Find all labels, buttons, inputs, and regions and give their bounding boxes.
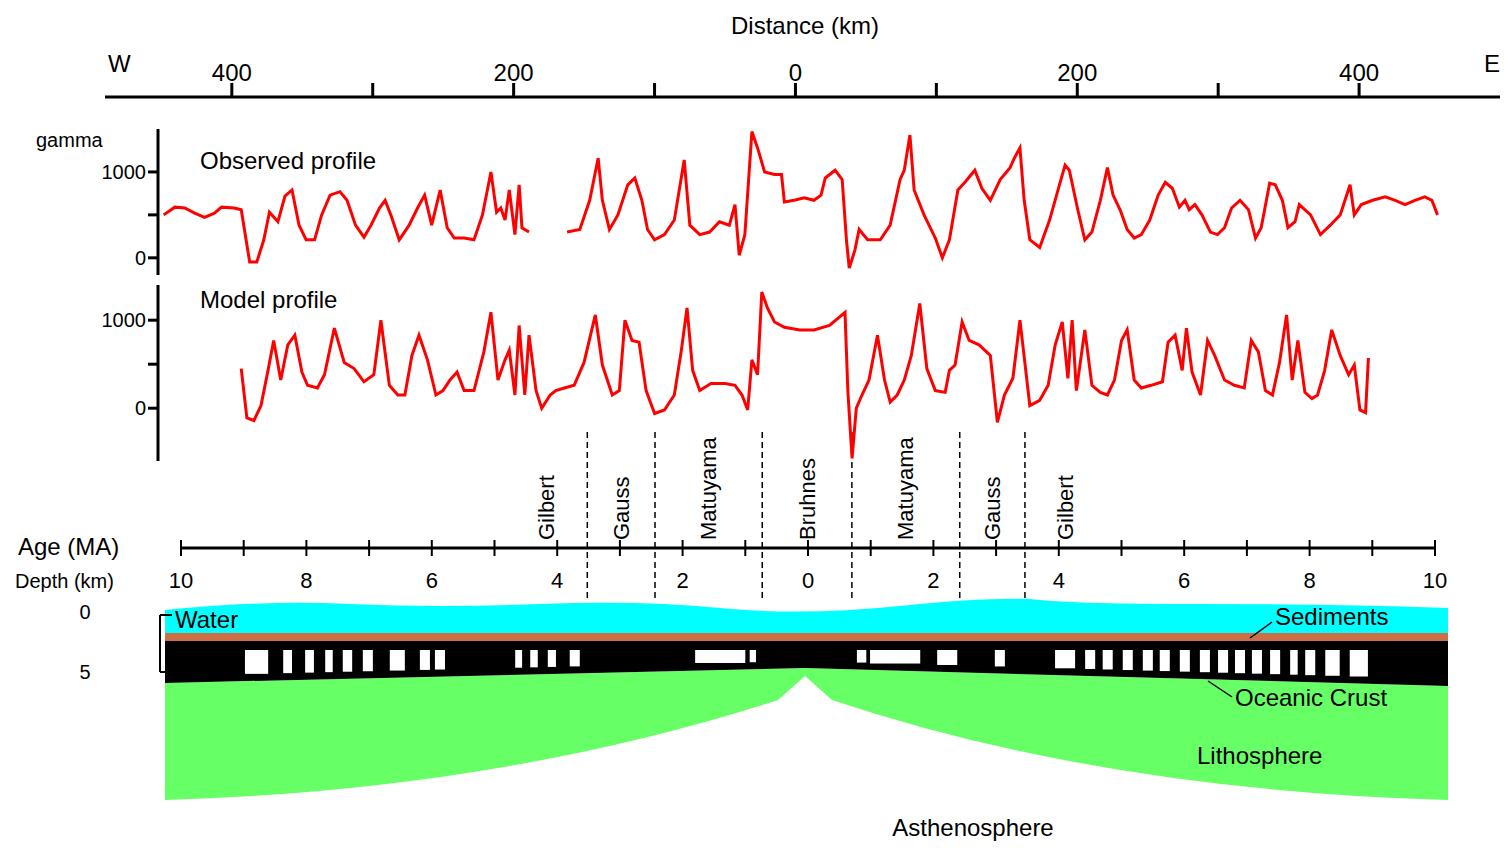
svg-text:8: 8 — [300, 568, 312, 593]
svg-text:Matuyama: Matuyama — [696, 437, 721, 540]
svg-text:Age (MA): Age (MA) — [18, 533, 119, 560]
svg-text:0: 0 — [135, 247, 146, 269]
svg-text:10: 10 — [1423, 568, 1447, 593]
html-text:gamma: gamma — [36, 129, 103, 151]
svg-text:0: 0 — [789, 59, 802, 86]
svg-text:5: 5 — [79, 661, 90, 683]
svg-text:2: 2 — [676, 568, 688, 593]
svg-text:Asthenosphere: Asthenosphere — [892, 814, 1053, 841]
svg-text:2: 2 — [927, 568, 939, 593]
html-text:Distance (km): Distance (km) — [731, 12, 879, 39]
html-text:Observed profile: Observed profile — [200, 147, 377, 174]
svg-text:200: 200 — [1057, 59, 1097, 86]
svg-text:0: 0 — [802, 568, 814, 593]
svg-text:6: 6 — [1178, 568, 1190, 593]
svg-text:Bruhnes: Bruhnes — [795, 458, 820, 540]
svg-text:6: 6 — [426, 568, 438, 593]
svg-text:Depth (km): Depth (km) — [15, 570, 114, 592]
svg-text:400: 400 — [1339, 59, 1379, 86]
svg-text:200: 200 — [494, 59, 534, 86]
svg-text:8: 8 — [1303, 568, 1315, 593]
svg-text:Sediments: Sediments — [1275, 603, 1388, 630]
svg-text:Gauss: Gauss — [980, 476, 1005, 540]
svg-text:Gilbert: Gilbert — [534, 475, 559, 540]
svg-text:Water: Water — [175, 606, 238, 633]
svg-text:400: 400 — [212, 59, 252, 86]
svg-text:0: 0 — [79, 601, 90, 623]
html-text:E: E — [1484, 50, 1500, 77]
svg-text:Matuyama: Matuyama — [893, 437, 918, 540]
svg-text:1000: 1000 — [102, 309, 147, 331]
html-text:W: W — [108, 50, 131, 77]
svg-text:Gauss: Gauss — [609, 476, 634, 540]
svg-text:Gilbert: Gilbert — [1053, 475, 1078, 540]
svg-text:Oceanic Crust: Oceanic Crust — [1235, 684, 1387, 711]
svg-text:0: 0 — [135, 397, 146, 419]
html-text:Model profile: Model profile — [200, 286, 338, 313]
svg-text:10: 10 — [169, 568, 193, 593]
svg-text:Lithosphere: Lithosphere — [1197, 742, 1322, 769]
svg-text:4: 4 — [551, 568, 563, 593]
svg-text:1000: 1000 — [102, 161, 147, 183]
svg-text:4: 4 — [1053, 568, 1065, 593]
